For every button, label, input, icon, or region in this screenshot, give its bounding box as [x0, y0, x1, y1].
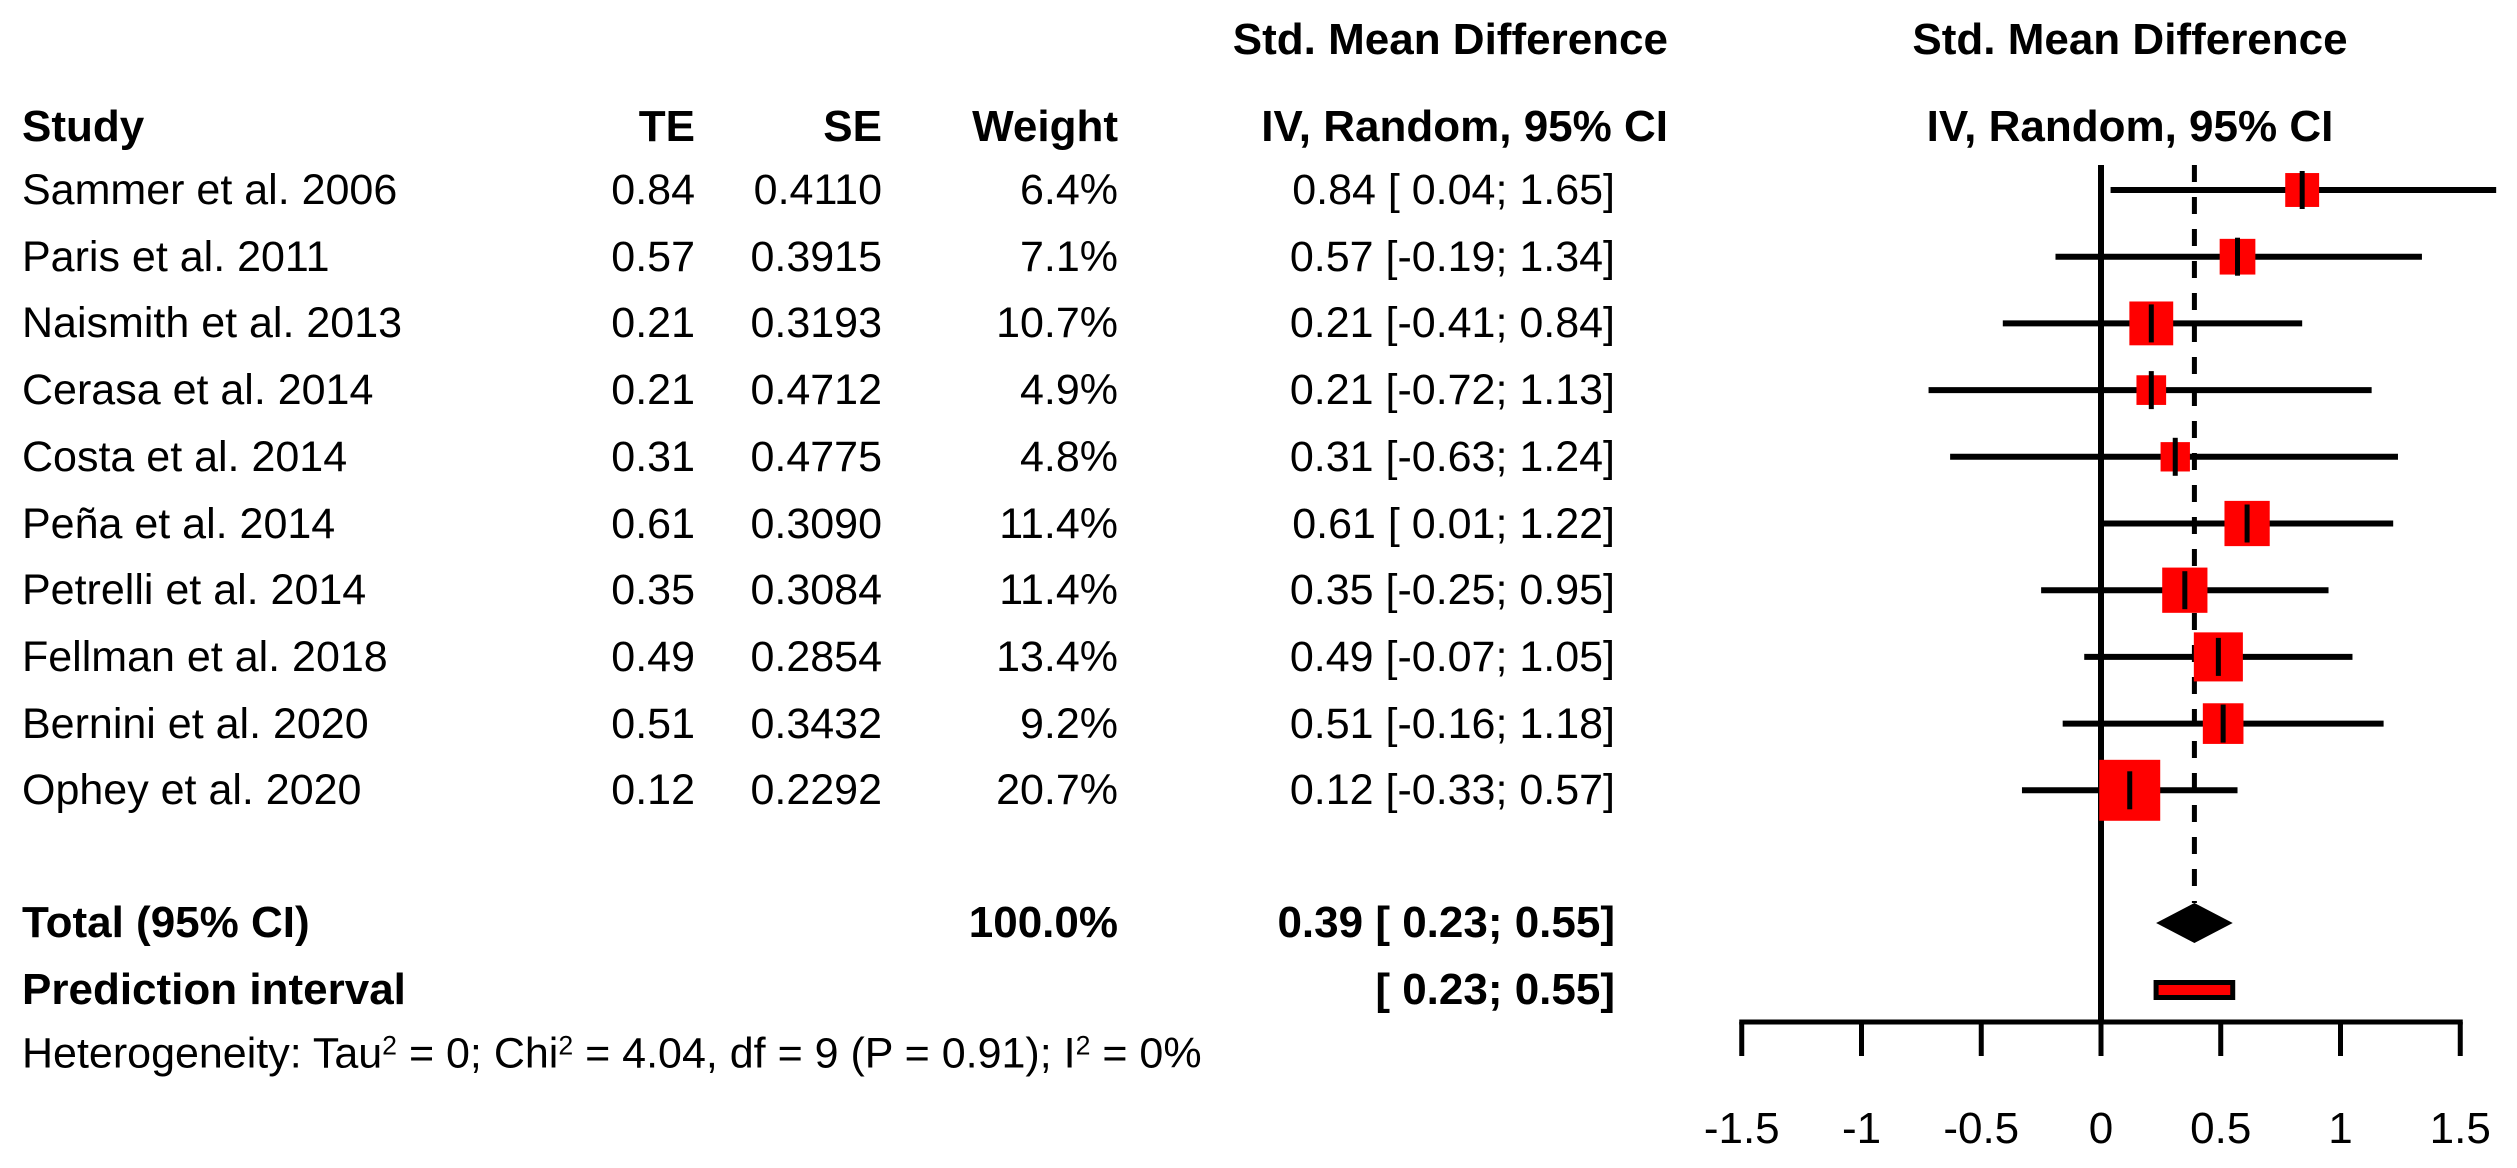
heterogeneity-note: Heterogeneity: Tau2 = 0; Chi2 = 4.04, df… — [22, 1029, 1202, 1084]
te-value: 0.57 — [611, 232, 695, 281]
plot-header-line2: IV, Random, 95% CI — [1926, 102, 2334, 151]
ci-text: 0.31 [-0.63; 1.24] — [1289, 432, 1615, 481]
ci-text: 0.12 [-0.33; 0.57] — [1289, 766, 1615, 815]
effect-column-header-line1: Std. Mean Difference — [1232, 15, 1668, 64]
col-header-te: TE — [638, 102, 695, 151]
se-value: 0.4775 — [750, 432, 882, 481]
study-name: Sammer et al. 2006 — [22, 166, 398, 214]
weight-value: 9.2% — [1019, 699, 1118, 748]
axis-tick-label: 1 — [2328, 1104, 2352, 1153]
heterogeneity-text: = 4.04, df = 9 (P = 0.91); I — [573, 1029, 1076, 1078]
weight-value: 20.7% — [996, 766, 1118, 815]
weight-value: 6.4% — [1019, 166, 1118, 214]
total-weight: 100.0% — [968, 898, 1118, 947]
ci-text: 0.57 [-0.19; 1.34] — [1289, 232, 1615, 281]
axis-tick-label: -1 — [1842, 1104, 1881, 1153]
study-name: Cerasa et al. 2014 — [22, 366, 374, 415]
axis-tick-label: 1.5 — [2430, 1104, 2491, 1153]
weight-value: 4.9% — [1019, 366, 1118, 415]
heterogeneity-text: = 0% — [1090, 1029, 1202, 1078]
superscript: 2 — [1075, 1030, 1091, 1061]
ci-text: 0.21 [-0.41; 0.84] — [1289, 299, 1615, 348]
ci-text: 0.51 [-0.16; 1.18] — [1289, 699, 1615, 748]
prediction-ci-text: [ 0.23; 0.55] — [1375, 965, 1615, 1014]
se-value: 0.3432 — [750, 699, 882, 748]
se-value: 0.4110 — [753, 166, 882, 214]
te-value: 0.35 — [611, 566, 695, 615]
weight-value: 13.4% — [996, 632, 1118, 681]
se-value: 0.3193 — [750, 299, 882, 348]
study-name: Bernini et al. 2020 — [22, 699, 369, 748]
study-name: Ophey et al. 2020 — [22, 766, 362, 815]
col-header-weight: Weight — [972, 102, 1118, 151]
heterogeneity-text: = 0; Chi — [397, 1029, 559, 1078]
te-value: 0.49 — [611, 632, 695, 681]
te-value: 0.12 — [611, 766, 695, 815]
study-name: Paris et al. 2011 — [22, 232, 330, 281]
weight-value: 11.4% — [999, 499, 1118, 548]
prediction-interval-bar — [2153, 980, 2236, 1000]
se-value: 0.3090 — [750, 499, 882, 548]
summary-diamond — [2156, 903, 2233, 943]
weight-value: 4.8% — [1019, 432, 1118, 481]
prediction-label: Prediction interval — [22, 965, 406, 1014]
ci-text: 0.84 [ 0.04; 1.65] — [1292, 166, 1615, 214]
te-value: 0.51 — [611, 699, 695, 748]
weight-value: 10.7% — [996, 299, 1118, 348]
study-name: Costa et al. 2014 — [22, 432, 348, 481]
study-name: Peña et al. 2014 — [22, 499, 336, 548]
superscript: 2 — [382, 1030, 397, 1061]
weight-value: 11.4% — [999, 566, 1118, 615]
te-value: 0.31 — [611, 432, 695, 481]
te-value: 0.61 — [611, 499, 695, 548]
ci-text: 0.35 [-0.25; 0.95] — [1289, 566, 1615, 615]
te-value: 0.84 — [611, 166, 695, 214]
axis-tick-label: -1.5 — [1704, 1104, 1780, 1153]
col-header-study: Study — [22, 102, 145, 151]
total-label: Total (95% CI) — [22, 898, 310, 947]
ci-text: 0.21 [-0.72; 1.13] — [1289, 366, 1615, 415]
ci-text: 0.49 [-0.07; 1.05] — [1289, 632, 1615, 681]
weight-value: 7.1% — [1019, 232, 1118, 281]
superscript: 2 — [558, 1030, 574, 1061]
se-value: 0.2854 — [750, 632, 882, 681]
heterogeneity-text: Heterogeneity: Tau — [22, 1029, 383, 1078]
se-value: 0.3915 — [750, 232, 882, 281]
axis-tick-label: 0 — [2089, 1104, 2113, 1153]
axis-tick-label: -0.5 — [1943, 1104, 2019, 1153]
te-value: 0.21 — [611, 366, 695, 415]
effect-column-header-line2: IV, Random, 95% CI — [1261, 102, 1668, 151]
study-name: Petrelli et al. 2014 — [22, 566, 367, 615]
se-value: 0.4712 — [750, 366, 882, 415]
plot-header-line1: Std. Mean Difference — [1912, 15, 2348, 64]
col-header-se: SE — [823, 102, 882, 151]
study-name: Fellman et al. 2018 — [22, 632, 388, 681]
axis-tick-label: 0.5 — [2190, 1104, 2251, 1153]
ci-text: 0.61 [ 0.01; 1.22] — [1292, 499, 1615, 548]
study-name: Naismith et al. 2013 — [22, 299, 403, 348]
se-value: 0.3084 — [750, 566, 882, 615]
se-value: 0.2292 — [750, 766, 882, 815]
total-ci-text: 0.39 [ 0.23; 0.55] — [1277, 898, 1615, 947]
te-value: 0.21 — [611, 299, 695, 348]
